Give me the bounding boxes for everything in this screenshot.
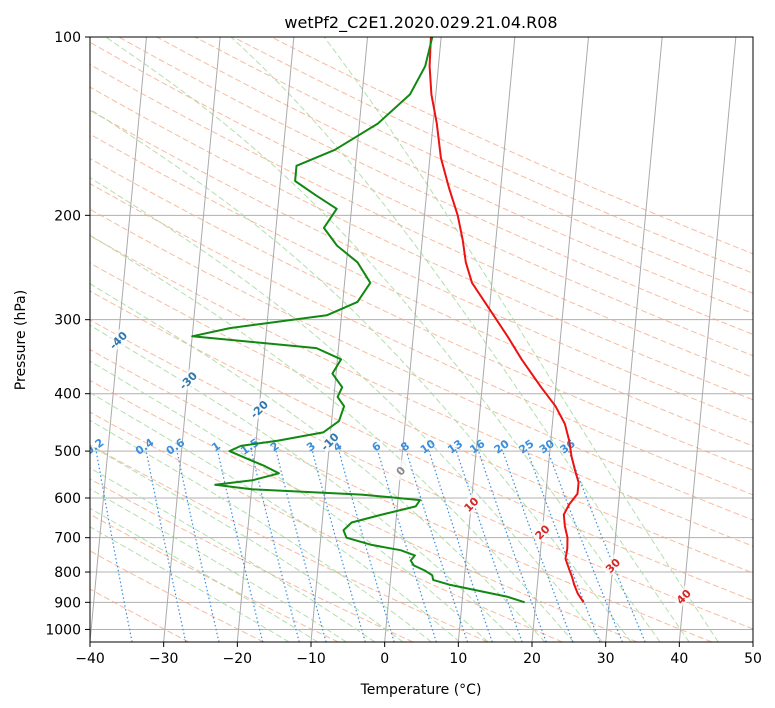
dry-adiabat <box>90 63 753 379</box>
mixing-ratio-line <box>176 450 220 642</box>
moist-adiabat <box>323 37 719 642</box>
isotherm <box>236 37 295 642</box>
x-tick-label: 40 <box>670 651 688 667</box>
dry-adiabat <box>90 349 712 642</box>
sounding-profiles <box>191 37 585 604</box>
x-tick-label: −40 <box>75 651 105 667</box>
y-tick-label: 500 <box>54 444 81 460</box>
mixing-ratio-line <box>145 450 187 642</box>
dry-adiabat <box>90 411 563 642</box>
y-axis-title: Pressure (hPa) <box>13 290 29 390</box>
moist-adiabat <box>90 283 546 642</box>
x-tick-label: 30 <box>597 651 615 667</box>
isotherm-label-backdrop <box>106 328 130 352</box>
moist-adiabat <box>230 37 690 642</box>
dry-adiabat <box>90 133 753 447</box>
plot-frame <box>89 36 754 643</box>
mixing-ratio-line <box>526 450 601 642</box>
moist-adiabat <box>90 507 319 642</box>
moist-adiabat <box>90 444 404 642</box>
dry-adiabat <box>118 37 753 335</box>
x-tick-label: −30 <box>149 651 179 667</box>
moist-adiabat <box>90 467 376 642</box>
isotherm-label-backdrop <box>247 397 271 421</box>
y-tick-label: 300 <box>54 313 81 329</box>
isotherm-label-backdrop <box>459 492 483 516</box>
moist-adiabat <box>90 526 290 642</box>
isotherm <box>605 37 663 642</box>
mixing-ratio-line <box>377 450 437 642</box>
y-tick-label: 200 <box>54 208 81 224</box>
dewpoint-profile <box>191 37 526 604</box>
dry-adiabat <box>90 444 488 642</box>
mixing-ratio-line <box>217 450 264 642</box>
dry-adiabat <box>90 109 753 424</box>
y-tick-label: 600 <box>54 491 81 507</box>
moist-adiabat <box>90 392 461 642</box>
y-tick-label: 900 <box>54 595 81 611</box>
isotherm-label-backdrop <box>671 584 695 608</box>
isotherm-label-backdrop <box>600 553 625 577</box>
isotherm <box>310 37 368 642</box>
moist-adiabat <box>90 234 574 642</box>
dry-adiabat <box>90 235 753 547</box>
moist-adiabat <box>105 37 661 642</box>
isotherm-label-backdrop <box>530 520 554 544</box>
mixing-ratio-line <box>405 450 469 642</box>
y-tick-label: 100 <box>54 30 81 46</box>
dry-adiabat <box>90 513 339 642</box>
axes: −40 −30 −20 −10 0 10 20 30 40 50 100 200 300 400 500 60… <box>45 30 762 667</box>
x-tick-label: −20 <box>223 651 253 667</box>
x-tick-label: −10 <box>296 651 326 667</box>
x-tick-label: 20 <box>523 651 541 667</box>
dry-adiabat <box>90 550 264 642</box>
isotherm <box>678 37 737 642</box>
x-axis-title: Temperature (°C) <box>360 682 482 698</box>
isotherm <box>457 37 516 642</box>
dry-adiabat <box>90 379 638 642</box>
mixing-ratio-line <box>311 450 366 642</box>
isotherm-label-backdrop <box>388 458 412 483</box>
mixing-ratio-line <box>250 450 300 642</box>
mixing-ratio-line <box>428 450 493 642</box>
moist-adiabat <box>90 177 603 642</box>
mixing-ratio-line <box>338 450 395 642</box>
mixing-ratio-line <box>275 450 327 642</box>
temperature-profile <box>428 37 585 603</box>
y-tick-label: 1000 <box>45 622 81 638</box>
moist-adiabat <box>90 324 517 642</box>
dry-adiabat <box>90 319 753 630</box>
isotherm <box>163 37 221 642</box>
x-tick-label: 10 <box>449 651 467 667</box>
moist-adiabat <box>90 360 489 642</box>
dry-adiabat <box>90 208 753 521</box>
background-lines <box>90 37 753 642</box>
isotherm <box>384 37 442 642</box>
y-tick-label: 700 <box>54 531 81 547</box>
mixing-ratio-line <box>547 450 623 642</box>
mixing-ratio-line <box>455 450 523 642</box>
chart-title: wetPf2_C2E1.2020.029.21.04.R08 <box>284 13 557 33</box>
dry-adiabat <box>90 158 753 471</box>
x-tick-label: 0 <box>380 651 389 667</box>
dry-adiabat <box>156 37 753 315</box>
y-tick-label: 400 <box>54 387 81 403</box>
isotherm-label-backdrop <box>317 429 341 453</box>
x-tick-label: 50 <box>744 651 762 667</box>
mixing-ratio-line <box>477 450 547 642</box>
y-tick-label: 800 <box>54 565 81 581</box>
dry-adiabat <box>90 183 753 496</box>
isotherm-label-backdrop <box>176 368 200 392</box>
mixing-ratio-line <box>502 450 574 642</box>
dry-adiabat <box>90 290 753 602</box>
